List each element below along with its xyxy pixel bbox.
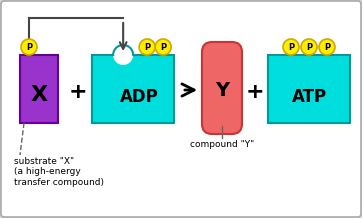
Text: P: P <box>144 43 150 51</box>
Text: substrate "X"
(a high-energy
transfer compound): substrate "X" (a high-energy transfer co… <box>14 157 104 187</box>
Text: ATP: ATP <box>291 88 327 106</box>
Circle shape <box>301 39 317 55</box>
Text: compound "Y": compound "Y" <box>190 140 254 149</box>
FancyBboxPatch shape <box>202 42 242 134</box>
Bar <box>268 55 350 123</box>
Bar <box>20 55 58 123</box>
Text: P: P <box>288 43 294 51</box>
Text: Y: Y <box>215 80 229 99</box>
Text: +: + <box>69 82 87 102</box>
Circle shape <box>113 45 133 65</box>
Text: ADP: ADP <box>119 88 159 106</box>
Circle shape <box>319 39 335 55</box>
Circle shape <box>283 39 299 55</box>
Text: +: + <box>246 82 264 102</box>
Text: X: X <box>30 85 47 105</box>
Circle shape <box>139 39 155 55</box>
Text: P: P <box>324 43 330 51</box>
Text: P: P <box>306 43 312 51</box>
Circle shape <box>155 39 171 55</box>
Circle shape <box>21 39 37 55</box>
Text: P: P <box>26 43 32 51</box>
Text: P: P <box>160 43 166 51</box>
Bar <box>92 55 174 123</box>
